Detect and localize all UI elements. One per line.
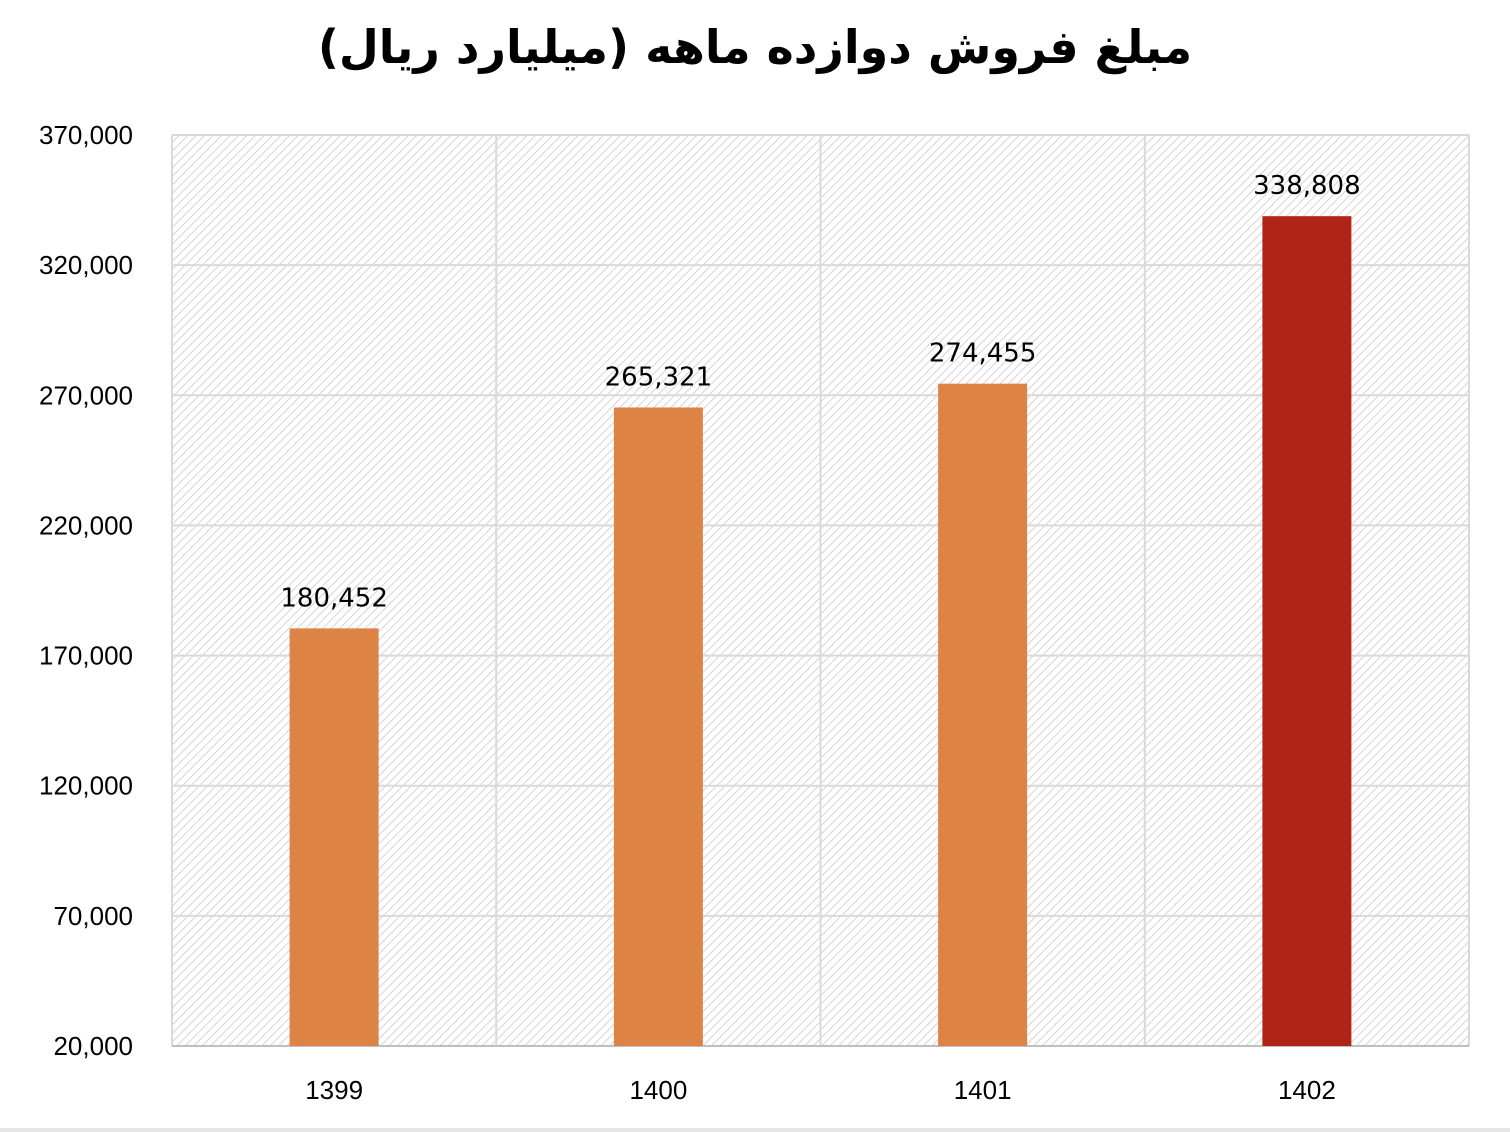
y-tick-label: 220,000 [39, 510, 133, 540]
bar-1402 [1262, 216, 1352, 1046]
chart-title: مبلغ فروش دوازده ماهه (میلیارد ریال) [317, 20, 1193, 74]
y-tick-label: 120,000 [39, 771, 133, 801]
data-label-1401: 274,455 [929, 339, 1037, 369]
x-axis-ticks: 1399 1400 1401 1402 [305, 1075, 1336, 1105]
bar-1399 [289, 628, 379, 1046]
x-tick-label-1401: 1401 [954, 1075, 1012, 1105]
y-tick-label: 270,000 [39, 380, 133, 410]
y-tick-label: 370,000 [39, 120, 133, 150]
data-label-1402: 338,808 [1253, 171, 1361, 201]
y-tick-label: 20,000 [53, 1031, 133, 1061]
y-tick-label: 170,000 [39, 641, 133, 671]
bottom-edge [0, 1128, 1510, 1132]
gridlines [171, 134, 1470, 1047]
x-tick-label-1399: 1399 [305, 1075, 363, 1105]
y-tick-label: 320,000 [39, 250, 133, 280]
y-axis-ticks: 20,000 70,000 120,000 170,000 220,000 270,000… [39, 120, 133, 1061]
bar-1401 [938, 383, 1028, 1047]
bars [289, 216, 1352, 1047]
x-tick-label-1400: 1400 [629, 1075, 687, 1105]
data-label-1399: 180,452 [280, 583, 388, 613]
bar-1400 [613, 407, 703, 1046]
data-labels: 180,452 265,321 274,455 338,808 [280, 171, 1360, 613]
data-label-1400: 265,321 [605, 362, 713, 392]
y-tick-label: 70,000 [53, 901, 133, 931]
x-tick-label-1402: 1402 [1278, 1075, 1336, 1105]
